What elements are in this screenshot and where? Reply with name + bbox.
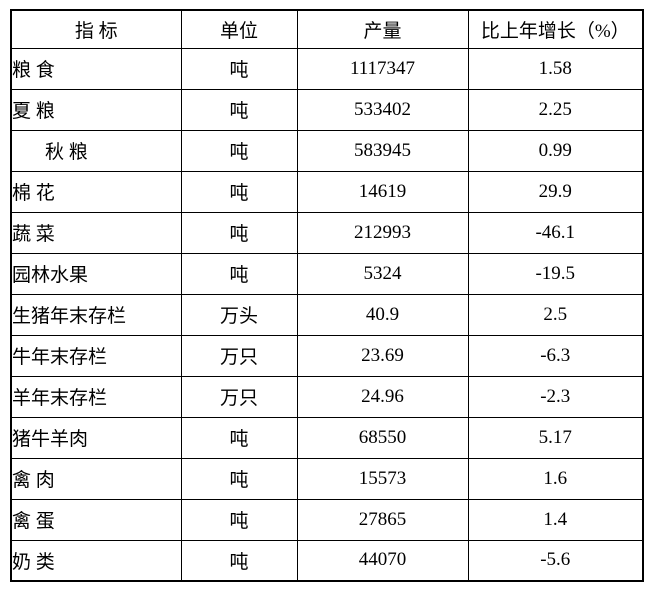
- output-cell: 533402: [296, 88, 469, 131]
- output-cell: 212993: [296, 211, 469, 254]
- column-header-indicator: 指 标: [10, 9, 182, 49]
- unit-cell: 吨: [180, 416, 298, 459]
- header-row: 指 标 单位 产量 比上年增长（%）: [10, 9, 644, 49]
- growth-cell: 1.58: [467, 47, 644, 90]
- output-cell: 583945: [296, 129, 469, 172]
- table-row: 生猪年末存栏 万头 40.9 2.5: [10, 293, 644, 336]
- statistics-table: 指 标 单位 产量 比上年增长（%） 粮 食吨 1117347 1.58 夏 粮吨 53…: [10, 9, 644, 582]
- unit-cell: 吨: [180, 457, 298, 500]
- table-row: 禽 蛋吨 27865 1.4: [10, 498, 644, 541]
- growth-cell: -2.3: [467, 375, 644, 418]
- indicator-cell: 园林水果: [10, 252, 182, 295]
- column-header-output: 产量: [296, 9, 469, 49]
- unit-cell: 吨: [180, 211, 298, 254]
- indicator-cell: 禽 蛋: [10, 498, 182, 541]
- column-header-unit: 单位: [180, 9, 298, 49]
- indicator-cell: 猪牛羊肉: [10, 416, 182, 459]
- growth-cell: 2.5: [467, 293, 644, 336]
- output-cell: 1117347: [296, 47, 469, 90]
- unit-cell: 万只: [180, 334, 298, 377]
- table-row: 秋 粮吨 583945 0.99: [10, 129, 644, 172]
- growth-cell: -5.6: [467, 539, 644, 582]
- indicator-cell: 棉 花: [10, 170, 182, 213]
- indicator-cell: 粮 食: [10, 47, 182, 90]
- indicator-cell: 生猪年末存栏: [10, 293, 182, 336]
- output-cell: 44070: [296, 539, 469, 582]
- unit-cell: 吨: [180, 539, 298, 582]
- output-cell: 15573: [296, 457, 469, 500]
- growth-cell: -46.1: [467, 211, 644, 254]
- indicator-cell: 秋 粮: [10, 129, 182, 172]
- output-cell: 5324: [296, 252, 469, 295]
- growth-cell: -6.3: [467, 334, 644, 377]
- growth-cell: 1.6: [467, 457, 644, 500]
- table-row: 夏 粮吨 533402 2.25: [10, 88, 644, 131]
- table-row: 奶 类吨 44070 -5.6: [10, 539, 644, 582]
- growth-cell: 0.99: [467, 129, 644, 172]
- output-cell: 14619: [296, 170, 469, 213]
- output-cell: 40.9: [296, 293, 469, 336]
- growth-cell: 29.9: [467, 170, 644, 213]
- unit-cell: 吨: [180, 170, 298, 213]
- table-body: 粮 食吨 1117347 1.58 夏 粮吨 533402 2.25 秋 粮吨 583945 0…: [10, 47, 644, 582]
- output-cell: 23.69: [296, 334, 469, 377]
- growth-cell: 5.17: [467, 416, 644, 459]
- table-row: 园林水果吨 5324 -19.5: [10, 252, 644, 295]
- indicator-cell: 夏 粮: [10, 88, 182, 131]
- output-cell: 27865: [296, 498, 469, 541]
- column-header-growth: 比上年增长（%）: [467, 9, 644, 49]
- table-row: 棉 花吨 14619 29.9: [10, 170, 644, 213]
- indicator-cell: 禽 肉: [10, 457, 182, 500]
- unit-cell: 吨: [180, 498, 298, 541]
- indicator-cell: 蔬 菜: [10, 211, 182, 254]
- growth-cell: 1.4: [467, 498, 644, 541]
- unit-cell: 吨: [180, 47, 298, 90]
- unit-cell: 吨: [180, 252, 298, 295]
- indicator-cell: 奶 类: [10, 539, 182, 582]
- unit-cell: 吨: [180, 129, 298, 172]
- growth-cell: 2.25: [467, 88, 644, 131]
- unit-cell: 万只: [180, 375, 298, 418]
- indicator-cell: 羊年末存栏: [10, 375, 182, 418]
- output-cell: 24.96: [296, 375, 469, 418]
- unit-cell: 吨: [180, 88, 298, 131]
- table-row: 禽 肉吨 15573 1.6: [10, 457, 644, 500]
- output-cell: 68550: [296, 416, 469, 459]
- table-row: 猪牛羊肉吨 68550 5.17: [10, 416, 644, 459]
- table-row: 蔬 菜吨 212993 -46.1: [10, 211, 644, 254]
- growth-cell: -19.5: [467, 252, 644, 295]
- table-row: 羊年末存栏 万只 24.96 -2.3: [10, 375, 644, 418]
- table-row: 牛年末存栏 万只 23.69 -6.3: [10, 334, 644, 377]
- table-row: 粮 食吨 1117347 1.58: [10, 47, 644, 90]
- unit-cell: 万头: [180, 293, 298, 336]
- indicator-cell: 牛年末存栏: [10, 334, 182, 377]
